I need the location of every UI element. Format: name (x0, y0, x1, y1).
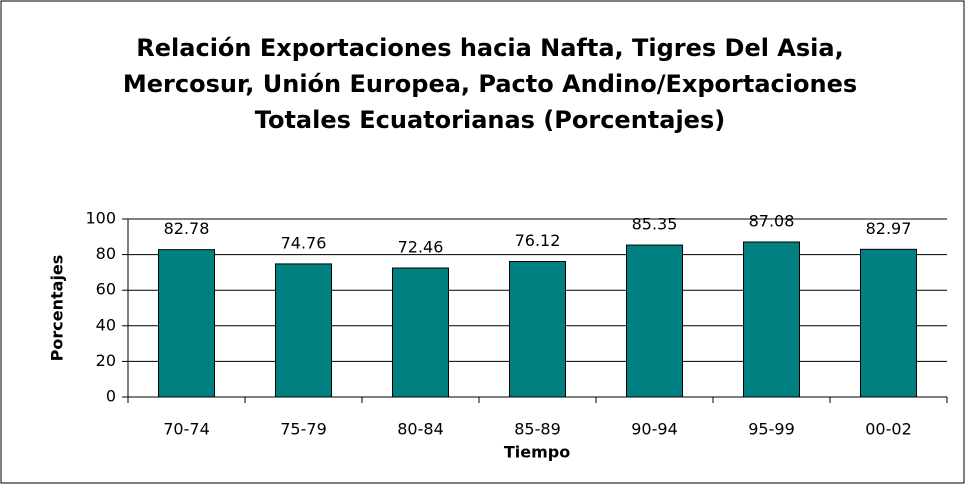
bar (158, 249, 215, 398)
data-label: 76.12 (515, 231, 561, 250)
bar (275, 263, 332, 398)
bar (626, 244, 683, 398)
x-axis-label: Tiempo (504, 443, 570, 462)
data-label: 87.08 (749, 211, 795, 230)
y-tick-label: 20 (96, 351, 116, 370)
x-tick-label: 90-94 (631, 420, 678, 439)
bar (509, 261, 566, 398)
x-tick-label: 75-79 (280, 420, 327, 439)
bar (743, 241, 800, 398)
x-tick-label: 00-02 (865, 420, 912, 439)
y-tick-label: 40 (96, 315, 116, 334)
x-tick-label: 70-74 (163, 420, 210, 439)
bar (392, 267, 449, 398)
y-tick-label: 80 (96, 244, 116, 263)
data-label: 82.78 (164, 219, 210, 238)
data-label: 82.97 (866, 219, 912, 238)
data-label: 85.35 (632, 215, 678, 234)
y-tick-label: 60 (96, 280, 116, 299)
x-tick-label: 95-99 (748, 420, 795, 439)
data-label: 72.46 (398, 238, 444, 257)
x-tick-label: 85-89 (514, 420, 561, 439)
y-tick-label: 100 (85, 209, 116, 228)
data-label: 74.76 (281, 233, 327, 252)
bar (860, 248, 917, 398)
y-tick-label: 0 (106, 387, 116, 406)
chart-title: Relación Exportaciones hacia Nafta, Tigr… (122, 34, 858, 134)
y-axis-label: Porcentajes (48, 255, 67, 362)
x-tick-label: 80-84 (397, 420, 444, 439)
